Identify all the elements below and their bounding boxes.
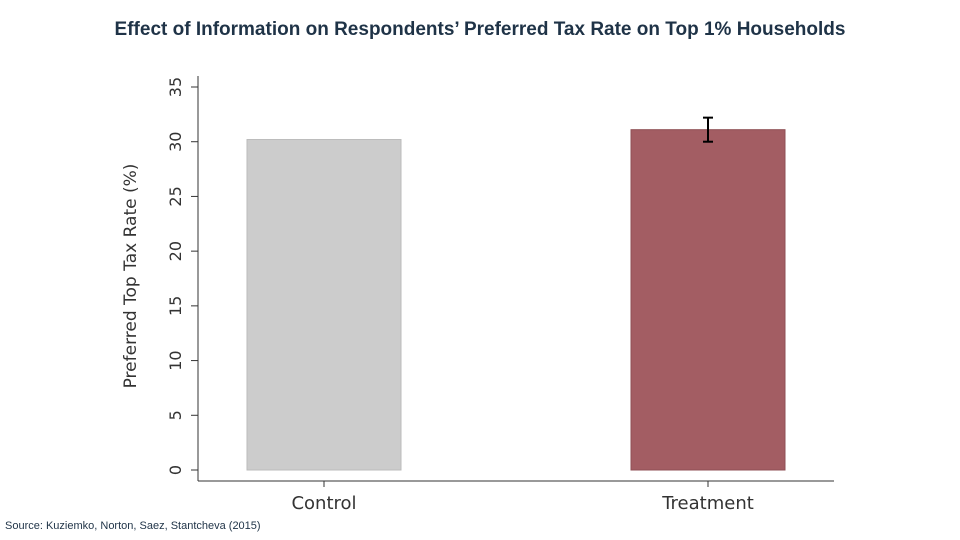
source-note: Source: Kuziemko, Norton, Saez, Stantche… <box>5 520 261 532</box>
x-tick-label: Control <box>291 493 356 514</box>
x-tick-label: Treatment <box>661 493 754 514</box>
y-tick-label: 10 <box>166 350 185 370</box>
bars <box>246 129 786 471</box>
y-tick-label: 20 <box>166 241 185 261</box>
bar-treatment <box>630 129 786 471</box>
y-tick-label: 25 <box>166 186 185 206</box>
y-axis-ticks: 0 5 10 15 20 25 30 35 <box>166 77 198 475</box>
error-bars <box>703 116 713 143</box>
y-tick-label: 35 <box>166 77 185 97</box>
bar-control <box>246 139 402 471</box>
y-tick-label: 15 <box>166 296 185 316</box>
y-tick-label: 5 <box>166 410 185 420</box>
y-tick-label: 30 <box>166 132 185 152</box>
y-tick-label: 0 <box>166 465 185 475</box>
chart-title: Effect of Information on Respondents’ Pr… <box>114 19 846 40</box>
x-axis-ticks: Control Treatment <box>291 481 754 514</box>
y-axis-label: Preferred Top Tax Rate (%) <box>121 164 141 389</box>
